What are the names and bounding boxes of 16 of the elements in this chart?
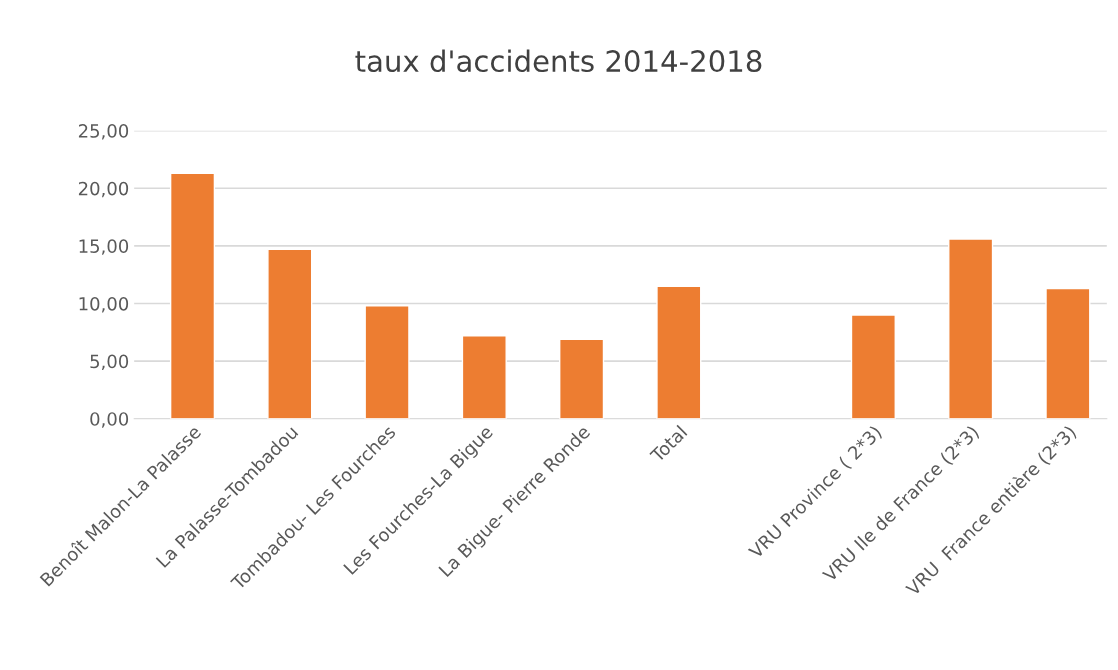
chart-title: taux d'accidents 2014-2018	[355, 49, 762, 73]
bar	[1045, 287, 1091, 419]
y-tick-label: 10,00	[79, 296, 129, 313]
bar	[364, 305, 410, 419]
bar	[267, 248, 313, 419]
bar	[169, 172, 216, 419]
y-tick-label: 0,00	[90, 412, 129, 428]
y-tick-label: 25,00	[78, 124, 129, 140]
bar	[948, 238, 994, 419]
y-tick-label: 5,00	[90, 354, 129, 371]
bar	[461, 335, 507, 419]
y-tick-label: 15,00	[79, 239, 129, 255]
bar	[656, 285, 702, 419]
y-tick-label: 20,00	[78, 181, 129, 198]
bar	[559, 338, 605, 419]
bar	[850, 314, 896, 419]
